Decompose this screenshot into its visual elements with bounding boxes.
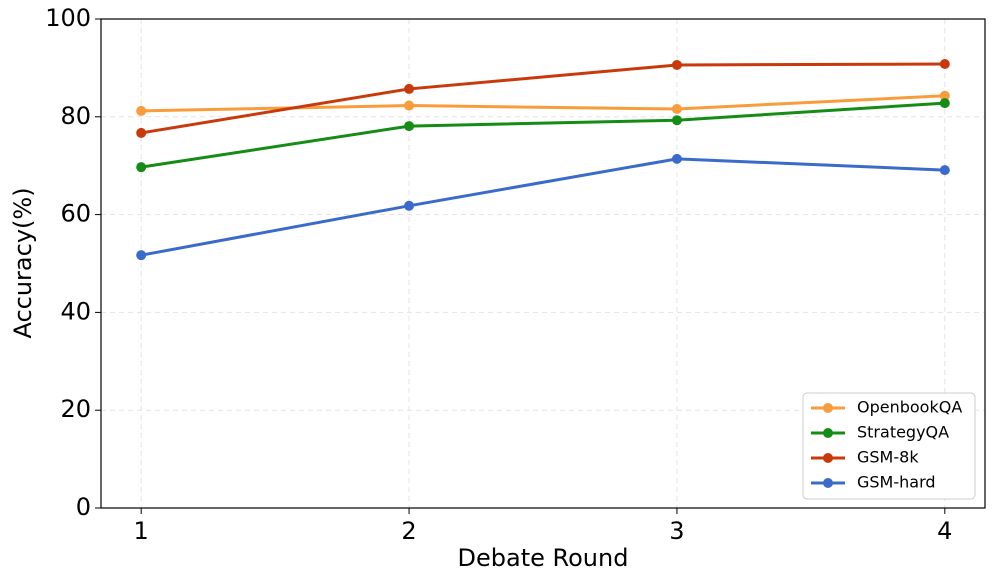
legend-label: StrategyQA (857, 423, 949, 442)
data-point (136, 105, 147, 116)
y-axis-label: Accuracy(%) (9, 187, 37, 338)
data-point (404, 100, 415, 111)
data-point (671, 153, 682, 164)
legend-label: OpenbookQA (857, 398, 962, 417)
series-line (140, 62, 945, 135)
x-tick-label: 2 (401, 517, 416, 545)
x-tick-label: 3 (669, 517, 684, 545)
data-point (939, 165, 950, 176)
y-tick-label: 100 (45, 4, 91, 32)
data-point (136, 127, 147, 138)
legend: OpenbookQA StrategyQA GSM-8k GSM-hard (802, 392, 976, 500)
data-point (939, 98, 950, 109)
legend-label: GSM-hard (857, 473, 936, 492)
data-point (671, 59, 682, 70)
legend-box (802, 392, 976, 500)
legend-marker (823, 478, 833, 488)
x-tick-label: 4 (937, 517, 952, 545)
legend-marker (823, 428, 833, 438)
data-point (404, 83, 415, 94)
legend-marker (823, 403, 833, 413)
plot-frame (100, 18, 986, 509)
y-tick-label: 40 (60, 297, 91, 325)
data-point (671, 103, 682, 114)
y-tick-label: 80 (60, 102, 91, 130)
x-axis-label: Debate Round (458, 544, 629, 572)
y-tick-label: 20 (60, 395, 91, 423)
series-line (140, 157, 945, 257)
data-point (404, 200, 415, 211)
legend-marker (823, 453, 833, 463)
data-point (939, 90, 950, 101)
x-tick-label: 1 (134, 517, 149, 545)
data-point (939, 58, 950, 69)
series-line (140, 101, 945, 169)
data-point (136, 250, 147, 261)
legend-label: GSM-8k (857, 448, 919, 467)
data-point (671, 115, 682, 126)
data-point (136, 162, 147, 173)
data-point (404, 121, 415, 132)
y-tick-label: 0 (76, 493, 91, 521)
series-line (141, 94, 945, 113)
y-tick-label: 60 (60, 200, 91, 228)
